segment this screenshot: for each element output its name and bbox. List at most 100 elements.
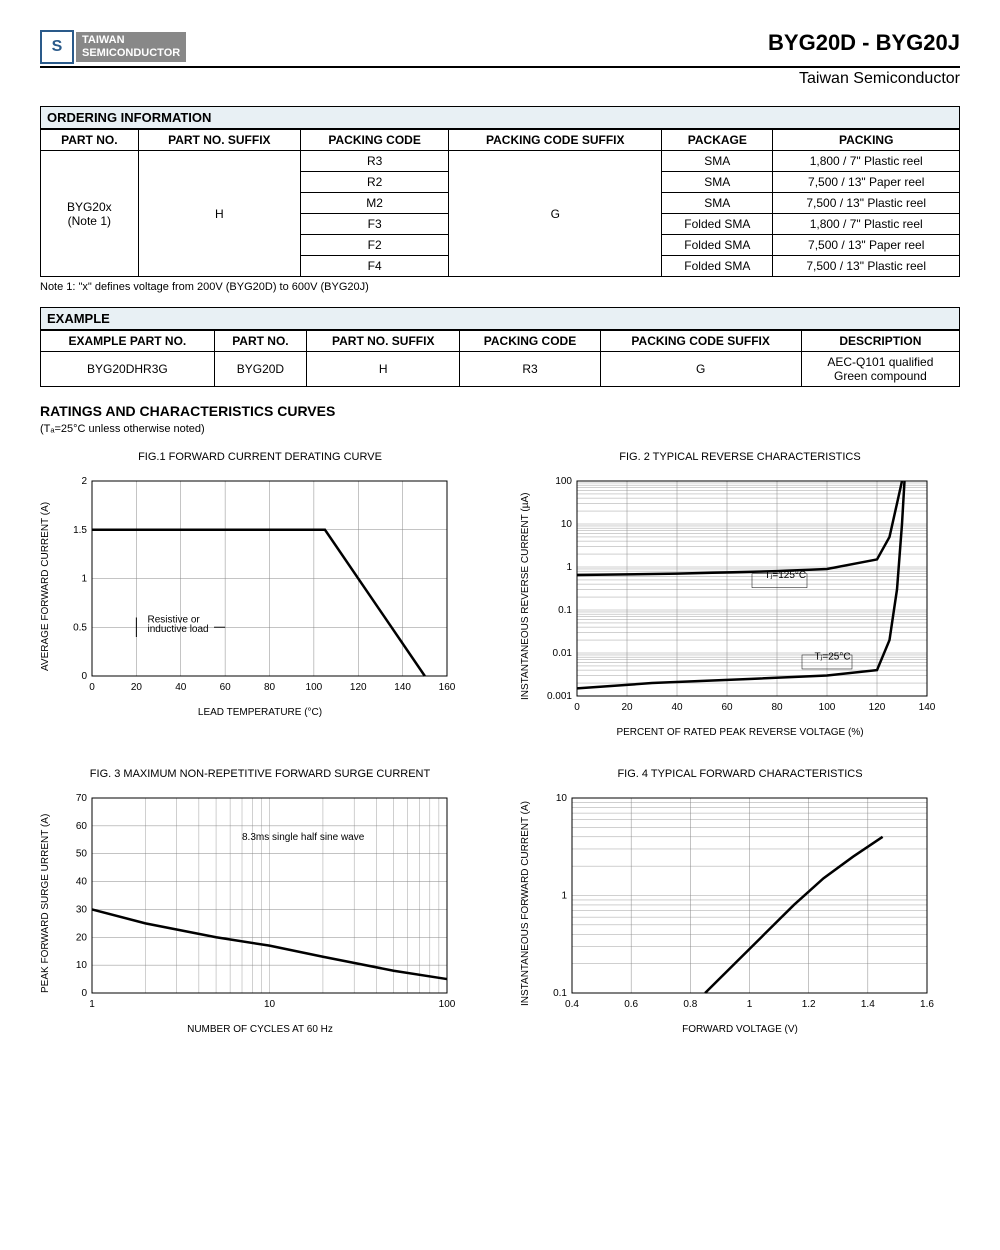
svg-text:20: 20 (621, 702, 633, 713)
svg-text:140: 140 (919, 702, 936, 713)
td: 7,500 / 13" Paper reel (773, 172, 960, 193)
fig2-xlabel: PERCENT OF RATED PEAK REVERSE VOLTAGE (%… (520, 727, 960, 738)
svg-text:120: 120 (869, 702, 886, 713)
svg-text:2: 2 (81, 476, 87, 487)
svg-text:60: 60 (721, 702, 733, 713)
logo-text: TAIWAN SEMICONDUCTOR (76, 32, 186, 62)
fig4-xlabel: FORWARD VOLTAGE (V) (520, 1024, 960, 1035)
svg-text:10: 10 (561, 519, 573, 530)
svg-text:8.3ms single half sine wave: 8.3ms single half sine wave (242, 832, 365, 843)
td: R2 (301, 172, 449, 193)
fig3-title: FIG. 3 MAXIMUM NON-REPETITIVE FORWARD SU… (40, 768, 480, 780)
svg-text:Tⱼ=25°C: Tⱼ=25°C (815, 652, 851, 663)
td: F3 (301, 214, 449, 235)
svg-text:1.4: 1.4 (861, 999, 875, 1010)
td: 1,800 / 7" Plastic reel (773, 151, 960, 172)
fig4: FIG. 4 TYPICAL FORWARD CHARACTERISTICS I… (520, 768, 960, 1035)
svg-text:160: 160 (439, 682, 456, 693)
td: AEC-Q101 qualifiedGreen compound (801, 352, 959, 387)
svg-text:0: 0 (81, 988, 87, 999)
th: PART NO. SUFFIX (307, 331, 460, 352)
ordering-note: Note 1: "x" defines voltage from 200V (B… (40, 281, 960, 293)
svg-text:1: 1 (81, 574, 87, 585)
th: PACKING CODE SUFFIX (449, 130, 662, 151)
svg-text:10: 10 (76, 960, 88, 971)
td: F4 (301, 256, 449, 277)
title-block: BYG20D - BYG20J (768, 30, 960, 56)
ratings-title: RATINGS AND CHARACTERISTICS CURVES (40, 403, 960, 419)
fig3: FIG. 3 MAXIMUM NON-REPETITIVE FORWARD SU… (40, 768, 480, 1035)
td: BYG20D (214, 352, 306, 387)
logo: S TAIWAN SEMICONDUCTOR (40, 30, 186, 64)
svg-text:50: 50 (76, 849, 88, 860)
svg-text:20: 20 (76, 932, 88, 943)
td: Folded SMA (662, 256, 773, 277)
td: SMA (662, 151, 773, 172)
svg-text:100: 100 (439, 999, 456, 1010)
fig4-ylabel: INSTANTANEOUS FORWARD CURRENT (A) (520, 788, 531, 1018)
fig1-title: FIG.1 FORWARD CURRENT DERATING CURVE (40, 451, 480, 463)
td: G (600, 352, 801, 387)
fig2-title: FIG. 2 TYPICAL REVERSE CHARACTERISTICS (520, 451, 960, 463)
fig3-chart: 1101000102030405060708.3ms single half s… (57, 788, 457, 1018)
svg-text:0.6: 0.6 (624, 999, 638, 1010)
svg-text:80: 80 (264, 682, 276, 693)
svg-text:40: 40 (175, 682, 187, 693)
svg-text:60: 60 (76, 821, 88, 832)
th: PACKING CODE SUFFIX (600, 331, 801, 352)
fig4-title: FIG. 4 TYPICAL FORWARD CHARACTERISTICS (520, 768, 960, 780)
td: M2 (301, 193, 449, 214)
svg-text:30: 30 (76, 904, 88, 915)
svg-text:0.5: 0.5 (73, 622, 87, 633)
td: Folded SMA (662, 235, 773, 256)
td: BYG20DHR3G (41, 352, 215, 387)
td: Folded SMA (662, 214, 773, 235)
fig3-ylabel: PEAK FORWARD SURGE URRENT (A) (40, 788, 51, 1018)
th: PART NO. SUFFIX (138, 130, 300, 151)
td: R3 (301, 151, 449, 172)
svg-text:20: 20 (131, 682, 143, 693)
svg-text:60: 60 (220, 682, 232, 693)
th: PACKING CODE (460, 331, 600, 352)
svg-text:10: 10 (556, 793, 568, 804)
td: F2 (301, 235, 449, 256)
ordering-title: ORDERING INFORMATION (40, 106, 960, 129)
fig2-chart: 0204060801001201400.0010.010.1110100Tⱼ=1… (537, 471, 937, 721)
fig2: FIG. 2 TYPICAL REVERSE CHARACTERISTICS I… (520, 451, 960, 738)
td: SMA (662, 193, 773, 214)
fig1-chart: 02040608010012014016000.511.52Resistive … (57, 471, 457, 701)
fig1-xlabel: LEAD TEMPERATURE (°C) (40, 707, 480, 718)
td: 1,800 / 7" Plastic reel (773, 214, 960, 235)
svg-text:0: 0 (574, 702, 580, 713)
svg-text:inductive load: inductive load (147, 624, 208, 635)
charts-grid: FIG.1 FORWARD CURRENT DERATING CURVE AVE… (40, 451, 960, 1035)
td: R3 (460, 352, 600, 387)
logo-text-bottom: SEMICONDUCTOR (82, 47, 180, 60)
svg-text:1.6: 1.6 (920, 999, 934, 1010)
svg-text:0: 0 (81, 671, 87, 682)
example-title: EXAMPLE (40, 307, 960, 330)
th: PART NO. (214, 331, 306, 352)
svg-text:1: 1 (89, 999, 95, 1010)
th: EXAMPLE PART NO. (41, 331, 215, 352)
svg-text:0: 0 (89, 682, 95, 693)
fig1-ylabel: AVERAGE FORWARD CURRENT (A) (40, 471, 51, 701)
svg-text:1: 1 (747, 999, 753, 1010)
fig3-xlabel: NUMBER OF CYCLES AT 60 Hz (40, 1024, 480, 1035)
fig2-ylabel: INSTANTANEOUS REVERSE CURRENT (µA) (520, 471, 531, 721)
svg-text:1: 1 (566, 562, 572, 573)
logo-icon: S (40, 30, 74, 64)
ratings-subtitle: (Tₐ=25°C unless otherwise noted) (40, 423, 960, 435)
svg-text:70: 70 (76, 793, 88, 804)
svg-text:Tⱼ=125°C: Tⱼ=125°C (765, 570, 807, 581)
th: PART NO. (41, 130, 139, 151)
part-range: BYG20D - BYG20J (768, 30, 960, 56)
svg-text:80: 80 (771, 702, 783, 713)
svg-text:1.5: 1.5 (73, 525, 87, 536)
logo-text-top: TAIWAN (82, 34, 180, 47)
th: PACKING (773, 130, 960, 151)
td: H (307, 352, 460, 387)
svg-text:40: 40 (671, 702, 683, 713)
svg-text:10: 10 (264, 999, 276, 1010)
svg-text:0.8: 0.8 (683, 999, 697, 1010)
